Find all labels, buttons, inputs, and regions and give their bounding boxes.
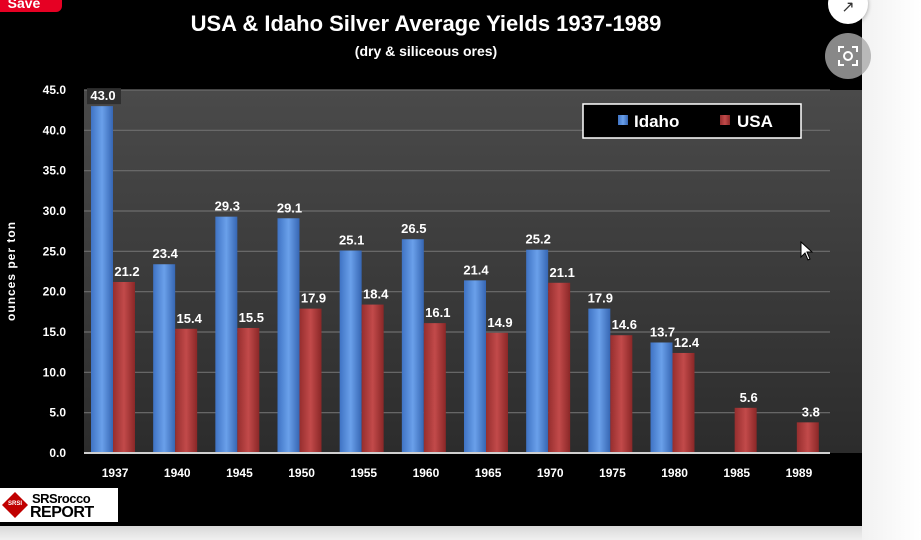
x-tick-label: 1989 <box>786 466 813 480</box>
bar-idaho-1940 <box>153 264 176 453</box>
data-label-idaho: 25.1 <box>339 233 364 248</box>
data-label-bg <box>87 88 121 105</box>
x-tick-label: 1940 <box>164 466 191 480</box>
bar-usa-1980 <box>672 352 695 453</box>
bar-idaho-1980 <box>650 342 673 453</box>
x-tick-label: 1945 <box>226 466 253 480</box>
page-side-margin <box>862 0 921 540</box>
bar-idaho-1950 <box>277 218 300 453</box>
bar-usa-1970 <box>548 282 571 453</box>
x-tick-label: 1970 <box>537 466 564 480</box>
x-tick-label: 1965 <box>475 466 502 480</box>
data-label-usa: 12.4 <box>674 335 700 350</box>
logo-text-line1: SRSrocco <box>32 491 91 506</box>
logo-text-line2: REPORT <box>30 504 94 521</box>
data-label-usa: 18.4 <box>363 287 389 302</box>
bar-usa-1975 <box>610 335 633 453</box>
data-label-idaho: 23.4 <box>153 246 179 261</box>
bar-idaho-1970 <box>526 249 549 453</box>
save-button[interactable]: Save <box>0 0 62 12</box>
chart-title: USA & Idaho Silver Average Yields 1937-1… <box>191 11 662 36</box>
data-label-idaho: 21.4 <box>463 262 489 277</box>
bar-usa-1965 <box>486 332 508 453</box>
srsrocco-report-logo: SRSI SRSrocco REPORT <box>0 488 118 522</box>
legend-swatch-idaho <box>618 115 628 125</box>
bar-usa-1940 <box>175 328 198 453</box>
bar-usa-1945 <box>237 327 260 453</box>
legend: Idaho USA <box>582 103 802 139</box>
data-label-idaho: 25.2 <box>526 232 551 247</box>
y-tick-label: 25.0 <box>43 244 67 258</box>
bar-idaho-1945 <box>215 216 238 453</box>
x-tick-label: 1937 <box>102 466 129 480</box>
data-label-usa: 15.4 <box>177 311 203 326</box>
data-label-idaho: 26.5 <box>401 221 426 236</box>
page-bottom-strip <box>0 526 862 540</box>
y-tick-label: 35.0 <box>43 164 67 178</box>
x-tick-label: 1960 <box>413 466 440 480</box>
x-tick-label: 1950 <box>288 466 315 480</box>
data-label-usa: 14.9 <box>487 315 512 330</box>
mouse-pointer-icon <box>800 241 814 261</box>
visual-search-button[interactable] <box>825 33 871 79</box>
y-tick-label: 5.0 <box>49 406 66 420</box>
legend-swatch-usa <box>720 115 730 125</box>
y-tick-label: 30.0 <box>43 204 67 218</box>
x-tick-label: 1980 <box>661 466 688 480</box>
y-tick-label: 15.0 <box>43 325 67 339</box>
bar-usa-1960 <box>423 323 446 453</box>
data-label-idaho: 43.0 <box>90 88 115 103</box>
y-tick-label: 20.0 <box>43 285 67 299</box>
x-tick-label: 1955 <box>350 466 377 480</box>
data-label-usa: 16.1 <box>425 305 450 320</box>
y-tick-label: 0.0 <box>49 446 66 460</box>
x-tick-label: 1985 <box>723 466 750 480</box>
bar-usa-1955 <box>361 304 384 453</box>
bar-usa-1989 <box>796 422 819 453</box>
expand-arrows-icon: ↗ <box>841 0 855 16</box>
legend-label-idaho: Idaho <box>634 112 679 131</box>
bar-idaho-1975 <box>588 308 611 453</box>
bar-idaho-1965 <box>464 280 486 453</box>
data-label-usa: 15.5 <box>239 310 264 325</box>
y-axis-title: ounces per ton <box>4 221 18 321</box>
x-tick-label: 1975 <box>599 466 626 480</box>
logo-badge-text: SRSI <box>7 501 22 507</box>
y-tick-label: 40.0 <box>43 123 67 137</box>
bar-usa-1985 <box>734 407 757 453</box>
bar-usa-1937 <box>113 281 135 453</box>
data-label-usa: 14.6 <box>612 317 637 332</box>
data-label-usa: 5.6 <box>740 390 758 405</box>
data-label-idaho: 29.3 <box>215 199 240 214</box>
bar-usa-1950 <box>299 308 322 453</box>
data-label-usa: 17.9 <box>301 291 326 306</box>
data-label-usa: 3.8 <box>802 404 820 419</box>
bar-idaho-1955 <box>339 250 362 453</box>
bar-idaho-1960 <box>401 239 424 453</box>
y-tick-label: 10.0 <box>43 365 67 379</box>
data-label-usa: 21.2 <box>114 264 139 279</box>
chart: USA & Idaho Silver Average Yields 1937-1… <box>4 11 862 480</box>
data-label-usa: 21.1 <box>550 265 575 280</box>
chart-subtitle: (dry & siliceous ores) <box>355 43 497 59</box>
data-label-idaho: 29.1 <box>277 200 302 215</box>
y-tick-label: 45.0 <box>43 83 67 97</box>
visual-search-lens-icon <box>838 46 858 66</box>
data-label-idaho: 13.7 <box>650 324 675 339</box>
legend-label-usa: USA <box>737 112 773 131</box>
data-label-idaho: 17.9 <box>588 291 613 306</box>
bar-idaho-1937 <box>91 106 113 453</box>
